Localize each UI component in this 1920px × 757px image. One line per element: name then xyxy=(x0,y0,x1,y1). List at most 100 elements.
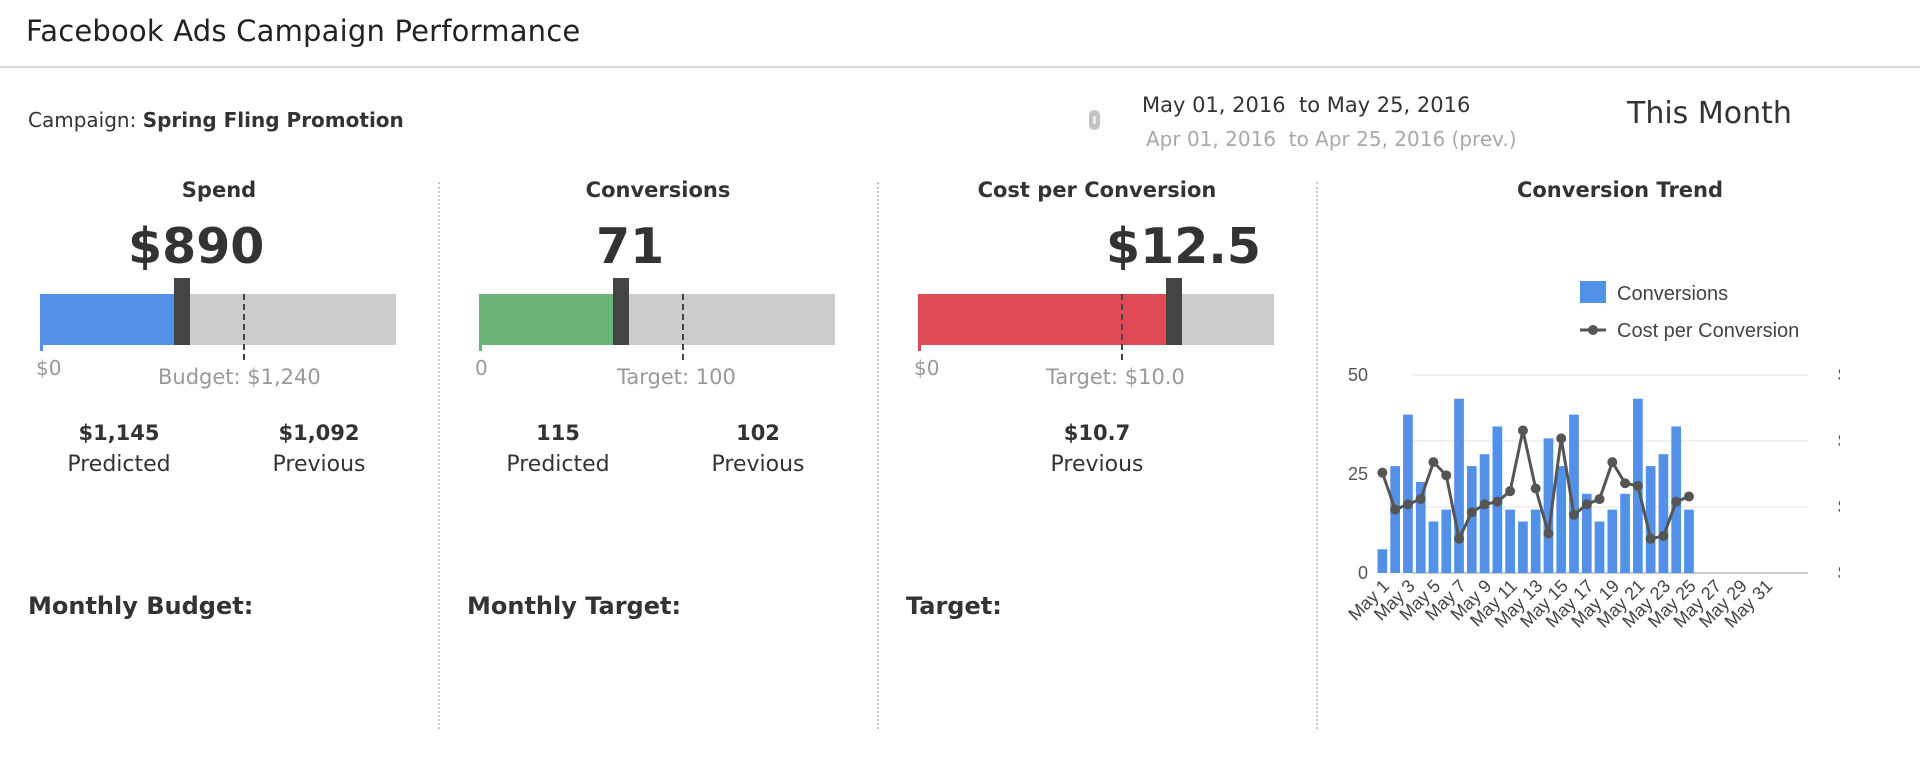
conversions-previous-value: 102 xyxy=(736,421,780,445)
spend-predicted-label: Predicted xyxy=(67,452,171,477)
conversion-bar xyxy=(1390,466,1401,573)
cost-per-conversion-point xyxy=(1543,528,1554,539)
conversion-bar xyxy=(1530,509,1541,573)
conversion-bar xyxy=(1620,493,1630,573)
spend-panel: Spend $890 $0 Budget: $1,240 $1,145 Pred… xyxy=(0,172,438,732)
spend-value: $890 xyxy=(128,218,265,275)
dashboard-title: Facebook Ads Campaign Performance xyxy=(26,14,581,48)
spend-min-label: $0 xyxy=(36,356,62,380)
panel-divider xyxy=(877,182,879,729)
conversions-predicted-value: 115 xyxy=(536,421,580,445)
conversions-target-line xyxy=(681,294,684,360)
date-range-selector[interactable]: This Month xyxy=(1627,96,1792,131)
cost-per-conversion-point xyxy=(1607,457,1618,468)
right-axis-tick-label: $50.0 xyxy=(1838,431,1840,451)
legend-cpc-marker xyxy=(1588,325,1598,335)
spend-predicted-value: $1,145 xyxy=(78,421,160,445)
conversions-bullet-bar xyxy=(479,278,835,360)
cpc-target-line xyxy=(1120,294,1123,360)
cost-per-conversion-point xyxy=(1466,507,1477,518)
right-axis-tick-label: $25.0 xyxy=(1838,497,1840,517)
spend-bar-fill xyxy=(40,294,183,345)
right-axis-tick-label: $75.0 xyxy=(1838,365,1840,385)
cost-per-conversion-point xyxy=(1390,504,1401,515)
cost-per-conversion-point xyxy=(1645,533,1656,544)
cost-per-conversion-point xyxy=(1492,496,1503,507)
conversions-value-marker xyxy=(613,278,630,345)
cpc-target-label: Target: $10.0 xyxy=(1046,365,1185,389)
cost-per-conversion-point xyxy=(1620,478,1631,489)
cost-per-conversion-point xyxy=(1479,499,1490,510)
panel-divider xyxy=(438,182,440,729)
cost-per-conversion-point xyxy=(1415,494,1426,505)
conversion-bar xyxy=(1518,521,1528,573)
cost-per-conversion-point xyxy=(1377,467,1388,478)
spend-value-marker xyxy=(174,278,191,345)
conversions-value: 71 xyxy=(596,218,665,275)
cost-per-conversion-point xyxy=(1454,533,1465,544)
cost-per-conversion-point xyxy=(1683,491,1694,502)
conversion-bar xyxy=(1415,481,1426,573)
left-axis-tick-label: 50 xyxy=(1348,365,1368,385)
conversion-bar xyxy=(1454,398,1464,573)
cpc-min-label: $0 xyxy=(914,356,940,380)
conversion-bar xyxy=(1441,509,1452,573)
spend-previous-label: Previous xyxy=(272,452,366,477)
cpc-previous-value: $10.7 xyxy=(1063,421,1131,445)
cost-per-conversion-point xyxy=(1505,486,1516,497)
cpc-bullet-bar xyxy=(918,278,1274,360)
conversion-bar xyxy=(1658,454,1669,573)
conversions-predicted-label: Predicted xyxy=(506,452,610,477)
cost-per-conversion-point xyxy=(1671,496,1682,507)
conversions-bar-start-tick xyxy=(479,345,482,351)
conversion-bar xyxy=(1607,509,1618,573)
right-axis-tick-label: $0.0 xyxy=(1838,563,1840,583)
left-axis-tick-label: 0 xyxy=(1358,563,1368,583)
conversion-bar xyxy=(1479,454,1490,573)
legend-conversions-swatch xyxy=(1580,281,1606,303)
spend-budget-label: Budget: $1,240 xyxy=(158,365,321,389)
cost-per-conversion-point xyxy=(1556,433,1567,444)
date-range-previous: Apr 01, 2016 to Apr 25, 2016 (prev.) xyxy=(1146,127,1517,151)
conversions-panel: Conversions 71 0 Target: 100 115 Predict… xyxy=(439,172,877,732)
cpc-target-footer: Target: xyxy=(906,592,1002,620)
conversion-bar xyxy=(1377,549,1388,573)
cpc-bar-fill xyxy=(918,294,1175,345)
cpc-previous-label: Previous xyxy=(1050,452,1144,477)
cost-per-conversion-point xyxy=(1581,499,1592,510)
spend-bullet-bar xyxy=(40,278,396,360)
campaign-info: Campaign: Spring Fling Promotion xyxy=(28,108,404,132)
cost-per-conversion-point xyxy=(1569,509,1579,520)
conversions-bar-fill xyxy=(479,294,622,345)
legend-cpc-label: Cost per Conversion xyxy=(1617,320,1799,342)
cost-per-conversion-point xyxy=(1517,425,1528,436)
cost-per-conversion-point xyxy=(1632,480,1643,491)
conversion-bar xyxy=(1428,521,1439,573)
spend-title: Spend xyxy=(181,178,257,202)
dashboard-header: Facebook Ads Campaign Performance xyxy=(0,0,1920,68)
left-axis-tick-label: 25 xyxy=(1348,464,1368,484)
spend-monthly-budget: Monthly Budget: xyxy=(28,592,254,620)
cpc-value: $12.5 xyxy=(1106,218,1261,275)
conversion-bar xyxy=(1556,466,1567,573)
conversion-bar xyxy=(1466,466,1477,573)
panel-divider xyxy=(1316,182,1318,729)
cpc-value-marker xyxy=(1166,278,1183,345)
conversion-bar xyxy=(1581,493,1592,573)
cost-per-conversion-panel: Cost per Conversion $12.5 $0 Target: $10… xyxy=(878,172,1316,732)
trend-title: Conversion Trend xyxy=(1516,178,1724,202)
conversions-title: Conversions xyxy=(585,178,731,202)
conversions-target-label: Target: 100 xyxy=(617,365,736,389)
conversion-bar xyxy=(1569,414,1579,573)
spend-budget-line xyxy=(242,294,245,360)
cost-per-conversion-point xyxy=(1441,470,1452,481)
cost-per-conversion-point xyxy=(1594,494,1605,505)
campaign-name: Spring Fling Promotion xyxy=(142,108,404,132)
cost-per-conversion-point xyxy=(1428,457,1439,468)
spend-previous-value: $1,092 xyxy=(278,421,360,445)
spend-bar-start-tick xyxy=(40,345,43,351)
conversions-min-label: 0 xyxy=(475,356,488,380)
date-toggle-icon[interactable] xyxy=(1089,110,1100,130)
conversion-bar xyxy=(1403,414,1413,573)
